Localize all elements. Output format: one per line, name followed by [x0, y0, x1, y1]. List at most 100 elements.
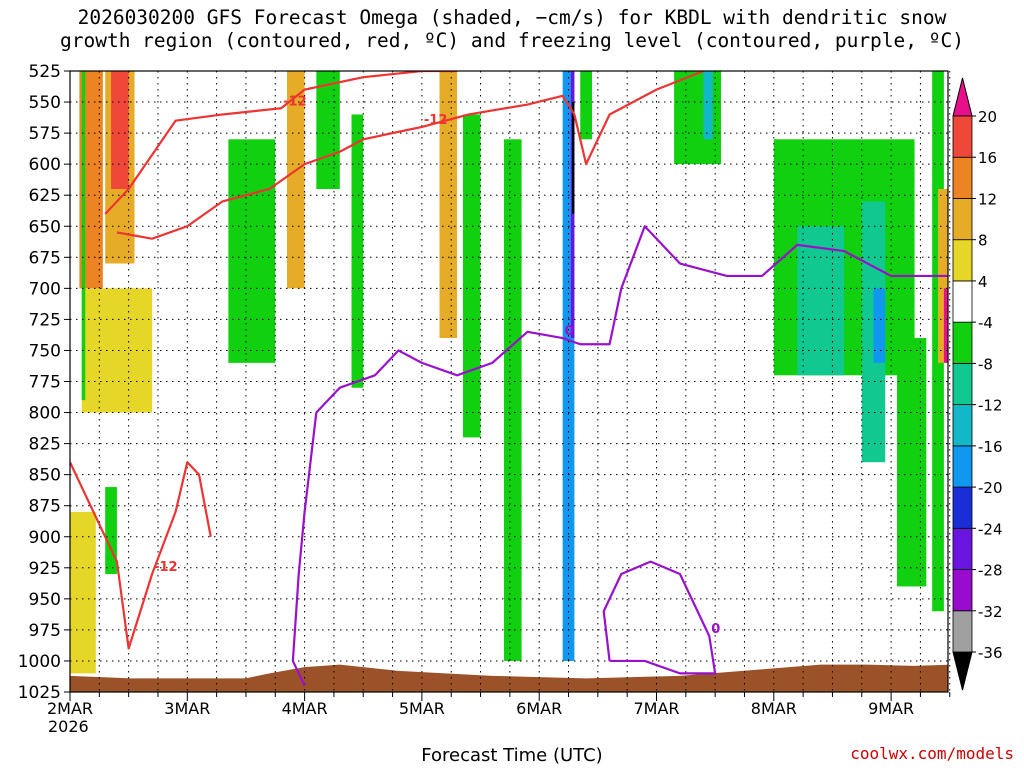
- contour-line: [116, 71, 704, 240]
- omega-region: [674, 71, 722, 165]
- y-tick-label: 925: [29, 559, 61, 579]
- omega-region: [703, 71, 713, 140]
- colorbar-label: -16: [978, 438, 1003, 456]
- omega-region: [504, 139, 522, 661]
- y-tick-label: 850: [29, 466, 61, 486]
- y-tick-label: 550: [29, 93, 61, 113]
- y-tick-label: 625: [29, 186, 61, 206]
- y-tick-label: 700: [29, 279, 61, 299]
- omega-region: [70, 511, 96, 674]
- y-tick-label: 650: [29, 217, 61, 237]
- x-tick-label: 2MAR: [47, 699, 93, 718]
- contour-line: [70, 461, 212, 650]
- omega-region: [873, 288, 886, 363]
- contour-label: -12: [283, 94, 307, 109]
- x-tick-label: 5MAR: [399, 699, 445, 718]
- plot-gridlines: [69, 70, 951, 693]
- omega-region: [316, 71, 340, 189]
- contour-label: -12: [154, 560, 178, 575]
- terrain-fill: [70, 664, 948, 692]
- y-tick-label: 600: [29, 155, 61, 175]
- omega-region: [81, 71, 86, 401]
- terrain-surface: [70, 664, 948, 692]
- y-tick-label: 825: [29, 435, 61, 455]
- omega-region: [572, 102, 575, 214]
- x-tick-label: 3MAR: [164, 699, 210, 718]
- colorbar-label: -8: [978, 355, 993, 373]
- x-tick-label: 4MAR: [282, 699, 328, 718]
- omega-region: [228, 139, 276, 363]
- omega-region: [439, 71, 458, 339]
- y-tick-label: 750: [29, 341, 61, 361]
- chart-title-line-1: 2026030200 GFS Forecast Omega (shaded, −…: [77, 6, 947, 29]
- chart-title-line-2: growth region (contoured, red, ºC) and f…: [60, 29, 964, 52]
- y-tick-label: 975: [29, 621, 61, 641]
- y-tick-label: 1000: [18, 652, 61, 672]
- omega-region: [580, 71, 592, 140]
- y-tick-label: 725: [29, 310, 61, 330]
- x-tick-label: 7MAR: [633, 699, 679, 718]
- colorbar-label: -36: [978, 644, 1003, 662]
- colorbar-label: -24: [978, 520, 1003, 538]
- colorbar-label: 16: [978, 149, 997, 167]
- contour-line: [104, 71, 458, 215]
- colorbar-swatch: [952, 362, 973, 406]
- colorbar-label: -20: [978, 479, 1003, 497]
- omega-region: [351, 114, 364, 388]
- omega-region: [943, 288, 948, 363]
- colorbar-swatch: [952, 280, 973, 323]
- colorbar-label: 20: [978, 108, 997, 126]
- colorbar-swatch: [952, 321, 973, 364]
- y-tick-label: 675: [29, 248, 61, 268]
- colorbar-swatch: [952, 569, 973, 612]
- y-tick-label: 900: [29, 528, 61, 548]
- colorbar-swatch: [952, 239, 973, 282]
- colorbar-arrow-top: [952, 77, 973, 117]
- contour-lines: -12 -12 -12 0 0: [70, 71, 948, 687]
- x-year-label: 2026: [48, 717, 89, 736]
- colorbar-label: 12: [978, 190, 997, 208]
- colorbar-label: -28: [978, 562, 1003, 580]
- y-tick-label: 950: [29, 590, 61, 610]
- colorbar-swatch: [952, 610, 973, 653]
- y-axis: 525 550 575 600 625 650 675 700 725 750 775 800 825 8…: [18, 62, 70, 703]
- omega-region: [111, 71, 129, 189]
- colorbar-label: 4: [978, 273, 988, 291]
- colorbar-swatch: [952, 115, 973, 158]
- x-axis: 2MAR 3MAR 4MAR 5MAR 6MAR 7MAR 8MAR 9MAR 2026: [47, 692, 951, 736]
- credit-text: coolwx.com/models: [850, 744, 1014, 763]
- x-tick-label: 8MAR: [751, 699, 797, 718]
- contour-label: 0: [565, 324, 574, 339]
- x-axis-label: Forecast Time (UTC): [421, 745, 603, 766]
- colorbar-swatch: [952, 445, 973, 488]
- contour-label: -12: [424, 113, 448, 128]
- colorbar-label: -32: [978, 603, 1003, 621]
- omega-region: [287, 71, 305, 289]
- colorbar-legend: -36 -32 -28 -24 -20 -16 -12 -8 -4 4 8 12 16 20: [952, 77, 1003, 691]
- x-tick-label: 6MAR: [516, 699, 562, 718]
- y-tick-label: 1025: [18, 683, 61, 703]
- colorbar-swatch: [952, 486, 973, 529]
- omega-region: [896, 338, 927, 587]
- x-tick-label: 9MAR: [868, 699, 914, 718]
- colorbar-label: 8: [978, 232, 988, 250]
- y-tick-label: 575: [29, 124, 61, 144]
- contour-line: [291, 225, 948, 687]
- contour-line: [602, 560, 717, 675]
- contour-label: 0: [711, 622, 720, 637]
- y-tick-label: 525: [29, 62, 61, 82]
- colorbar-label: -4: [978, 314, 993, 332]
- colorbar-arrow-bottom: [952, 651, 973, 691]
- colorbar-swatch: [952, 404, 973, 447]
- colorbar-swatch: [952, 198, 973, 241]
- colorbar-swatch: [952, 527, 973, 570]
- omega-region: [105, 487, 117, 575]
- y-tick-label: 800: [29, 404, 61, 424]
- omega-region: [462, 114, 481, 438]
- colorbar-label: -12: [978, 397, 1003, 415]
- y-tick-label: 775: [29, 373, 61, 393]
- omega-region: [81, 288, 153, 413]
- y-tick-label: 875: [29, 497, 61, 517]
- colorbar-swatch: [952, 156, 973, 199]
